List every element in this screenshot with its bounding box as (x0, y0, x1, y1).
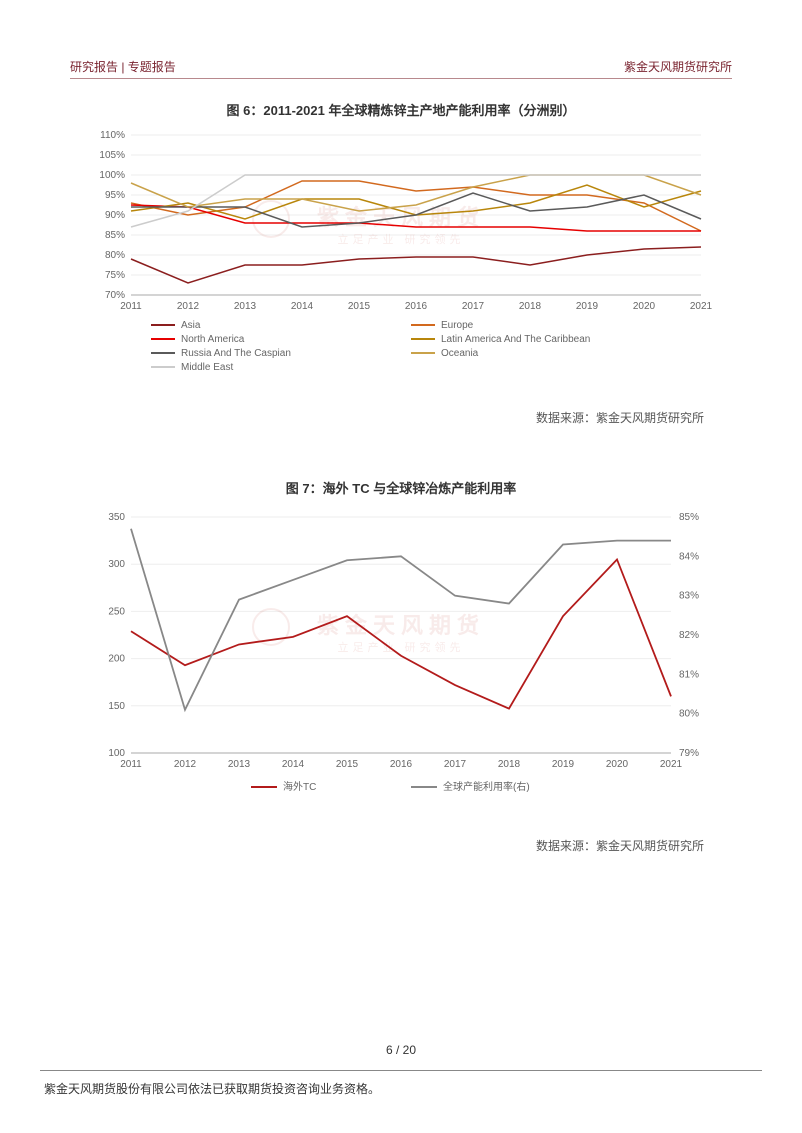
svg-text:83%: 83% (679, 591, 699, 602)
svg-text:75%: 75% (105, 270, 125, 281)
svg-text:2015: 2015 (348, 301, 371, 312)
svg-text:全球产能利用率(右): 全球产能利用率(右) (443, 780, 530, 793)
chart7: 100 150 200 250 300 350 79% 80% 81% 82% 83% 84% 85% 2… (81, 503, 721, 823)
svg-text:2020: 2020 (633, 301, 656, 312)
svg-text:海外TC: 海外TC (283, 780, 316, 793)
chart6-title: 图 6：2011-2021 年全球精炼锌主产地产能利用率（分洲别） (70, 100, 732, 119)
svg-text:2013: 2013 (234, 301, 257, 312)
svg-text:2018: 2018 (498, 759, 521, 770)
svg-text:Asia: Asia (181, 320, 201, 331)
svg-text:2021: 2021 (660, 759, 683, 770)
svg-text:2021: 2021 (690, 301, 713, 312)
svg-text:紫金天风期货: 紫金天风期货 (317, 613, 485, 638)
svg-text:Middle East: Middle East (181, 362, 233, 373)
header-right: 紫金天风期货研究所 (624, 58, 732, 75)
svg-text:2014: 2014 (291, 301, 314, 312)
svg-text:79%: 79% (679, 748, 699, 759)
svg-text:Russia And The Caspian: Russia And The Caspian (181, 348, 291, 359)
svg-text:200: 200 (108, 654, 125, 665)
svg-text:2014: 2014 (282, 759, 305, 770)
svg-text:2020: 2020 (606, 759, 629, 770)
svg-text:立足产业 研究领先: 立足产业 研究领先 (337, 232, 464, 246)
chart6: 70% 75% 80% 85% 90% 95% 100% 105% 110% 2011 2012 20… (81, 125, 721, 395)
svg-text:立足产业 研究领先: 立足产业 研究领先 (337, 640, 464, 654)
chart6-source: 数据来源：紫金天风期货研究所 (70, 409, 704, 426)
svg-text:2019: 2019 (576, 301, 599, 312)
svg-text:84%: 84% (679, 551, 699, 562)
footer-rule (40, 1070, 762, 1071)
svg-text:250: 250 (108, 606, 125, 617)
svg-text:2013: 2013 (228, 759, 251, 770)
svg-text:85%: 85% (679, 512, 699, 523)
svg-text:2017: 2017 (444, 759, 467, 770)
svg-text:90%: 90% (105, 210, 125, 221)
chart7-title: 图 7：海外 TC 与全球锌冶炼产能利用率 (70, 478, 732, 497)
svg-text:2017: 2017 (462, 301, 485, 312)
header-left: 研究报告 | 专题报告 (70, 58, 176, 75)
svg-text:2011: 2011 (120, 759, 142, 770)
svg-text:85%: 85% (105, 230, 125, 241)
svg-text:110%: 110% (100, 130, 125, 141)
svg-text:80%: 80% (105, 250, 125, 261)
svg-text:100%: 100% (99, 170, 125, 181)
svg-text:300: 300 (108, 559, 125, 570)
svg-text:82%: 82% (679, 630, 699, 641)
svg-text:2019: 2019 (552, 759, 575, 770)
svg-text:2012: 2012 (174, 759, 197, 770)
chart7-source: 数据来源：紫金天风期货研究所 (70, 837, 704, 854)
svg-text:2011: 2011 (120, 301, 142, 312)
svg-text:2015: 2015 (336, 759, 359, 770)
footer-text: 紫金天风期货股份有限公司依法已获取期货投资咨询业务资格。 (44, 1080, 380, 1097)
svg-text:Latin America And The Caribbea: Latin America And The Caribbean (441, 334, 590, 345)
svg-text:95%: 95% (105, 190, 125, 201)
svg-text:Oceania: Oceania (441, 348, 479, 359)
page-number: 6 / 20 (0, 1043, 802, 1057)
svg-text:2012: 2012 (177, 301, 200, 312)
svg-text:2016: 2016 (405, 301, 428, 312)
svg-text:2018: 2018 (519, 301, 542, 312)
svg-text:North America: North America (181, 334, 245, 345)
svg-text:81%: 81% (679, 669, 699, 680)
svg-text:100: 100 (108, 748, 125, 759)
svg-text:Europe: Europe (441, 320, 474, 331)
svg-text:80%: 80% (679, 709, 699, 720)
header-rule (70, 78, 732, 79)
svg-text:350: 350 (108, 512, 125, 523)
svg-text:70%: 70% (105, 290, 125, 301)
svg-text:150: 150 (108, 701, 125, 712)
svg-text:2016: 2016 (390, 759, 413, 770)
svg-text:105%: 105% (99, 150, 125, 161)
